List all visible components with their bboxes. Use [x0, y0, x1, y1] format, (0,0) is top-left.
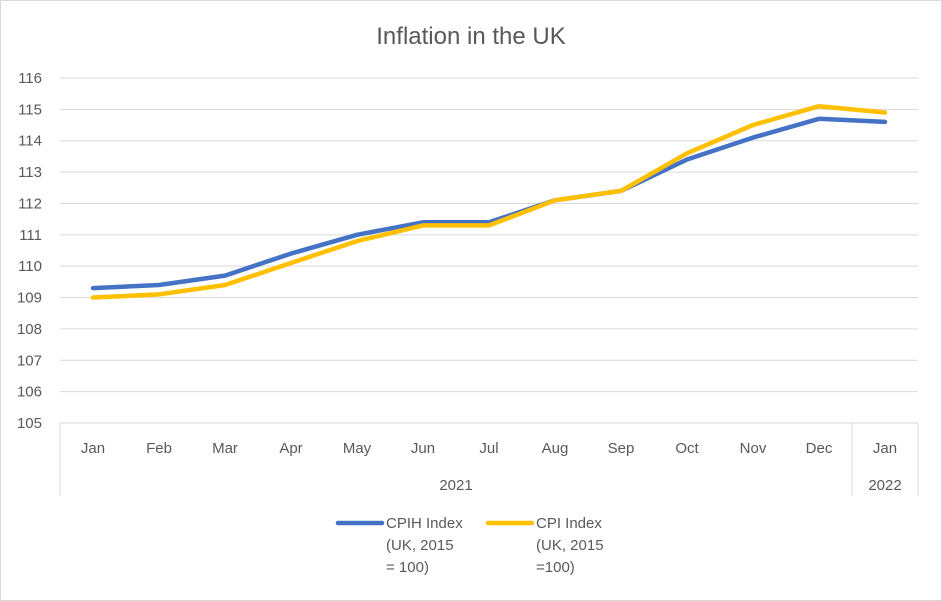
y-tick-label: 105 [17, 415, 42, 432]
x-axis: Jan Feb Mar Apr May Jun Jul Aug Sep Oct Nov Dec Jan 2… [59, 422, 919, 496]
legend: CPIH Index (UK, 2015 = 100) CPI Index (UK, 2… [335, 515, 604, 576]
y-tick-label: 115 [18, 101, 42, 118]
x-group-label: 2022 [868, 477, 901, 494]
y-axis-ticks: 105 106 107 108 109 110 111 112 113 114 115 116 [17, 70, 42, 432]
series-lines [90, 103, 888, 300]
y-tick-label: 116 [18, 70, 42, 87]
legend-label-line: CPIH Index [386, 515, 463, 532]
legend-label-line: = 100) [386, 559, 429, 576]
x-tick-label: Mar [212, 440, 238, 457]
gridlines [60, 77, 918, 393]
y-tick-label: 113 [18, 164, 42, 181]
series-line-2 [90, 103, 888, 300]
legend-label-line: (UK, 2015 [386, 537, 454, 554]
x-tick-label: Apr [279, 440, 302, 457]
y-tick-label: 108 [17, 321, 42, 338]
x-tick-label: Dec [806, 440, 833, 457]
legend-label-line: (UK, 2015 [536, 537, 604, 554]
y-tick-label: 106 [17, 384, 42, 401]
x-tick-label: Jan [873, 440, 897, 457]
y-tick-label: 107 [17, 352, 42, 369]
x-group-label: 2021 [439, 477, 472, 494]
chart-title: Inflation in the UK [376, 23, 565, 50]
x-tick-label: Jul [479, 440, 498, 457]
legend-label-line: =100) [536, 559, 575, 576]
y-tick-label: 111 [19, 227, 42, 244]
x-tick-label: Sep [608, 440, 635, 457]
y-tick-label: 114 [18, 133, 42, 150]
x-tick-label: Aug [542, 440, 569, 457]
y-tick-label: 109 [17, 290, 42, 307]
y-tick-label: 112 [18, 195, 42, 212]
legend-label-line: CPI Index [536, 515, 602, 532]
x-tick-label: Jan [81, 440, 105, 457]
x-tick-label: Oct [675, 440, 699, 457]
x-tick-label: Feb [146, 440, 172, 457]
x-tick-label: Nov [740, 440, 767, 457]
x-tick-label: Jun [411, 440, 435, 457]
series-line-1 [90, 116, 888, 291]
y-tick-label: 110 [18, 258, 42, 275]
x-tick-label: May [343, 440, 372, 457]
